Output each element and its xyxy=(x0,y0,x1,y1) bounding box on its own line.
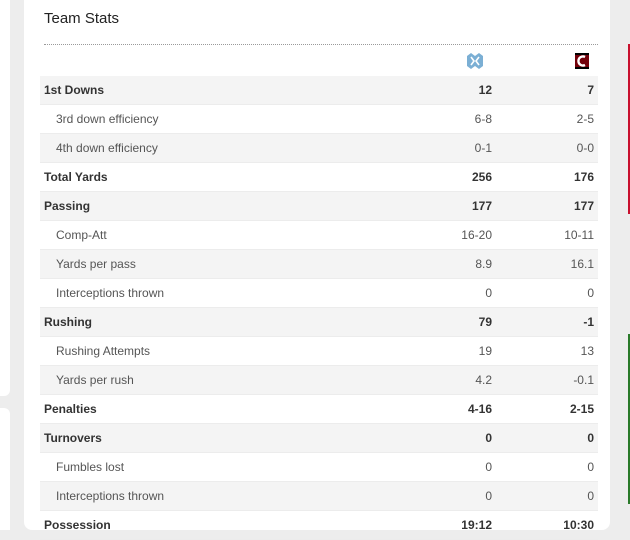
home-team-value: 79 xyxy=(478,315,492,329)
team-stats-panel: Team Stats 1st Downs 12 7 3rd down efficien… xyxy=(24,0,610,540)
unc-tar-heels-logo-icon xyxy=(465,52,485,70)
left-card-edge-bottom xyxy=(0,408,10,530)
stat-label: 4th down efficiency xyxy=(56,141,158,155)
stat-label: Fumbles lost xyxy=(56,460,125,474)
stat-label: Rushing xyxy=(44,315,92,329)
away-team-value: 7 xyxy=(587,83,594,97)
away-team-value: 0 xyxy=(587,460,594,474)
right-accent-green xyxy=(628,334,630,504)
home-team-value: 0 xyxy=(485,460,492,474)
stat-row: 1st Downs 12 7 xyxy=(40,76,598,105)
stat-row: Turnovers 0 0 xyxy=(40,424,598,453)
left-page-edge xyxy=(0,0,10,530)
away-team-value: 177 xyxy=(573,199,594,213)
home-team-value: 0 xyxy=(485,489,492,503)
home-team-value: 12 xyxy=(478,83,492,97)
stat-label: Possession xyxy=(44,518,111,532)
away-team-value: 0-0 xyxy=(576,141,594,155)
title-divider xyxy=(44,44,598,45)
away-team-value: 0 xyxy=(587,286,594,300)
stat-label: 1st Downs xyxy=(44,83,105,97)
stat-label: Yards per pass xyxy=(56,257,136,271)
home-team-value: 6-8 xyxy=(474,112,492,126)
home-team-value: 177 xyxy=(471,199,492,213)
stat-row: Penalties 4-16 2-15 xyxy=(40,395,598,424)
away-team-value: -0.1 xyxy=(573,373,594,387)
home-team-value: 256 xyxy=(471,170,492,184)
stat-label: Yards per rush xyxy=(56,373,134,387)
panel-title: Team Stats xyxy=(44,10,120,27)
stat-label: Interceptions thrown xyxy=(56,286,165,300)
stat-label: Turnovers xyxy=(44,431,102,445)
south-carolina-gamecocks-logo-icon xyxy=(572,52,592,70)
stat-row: 3rd down efficiency 6-8 2-5 xyxy=(40,105,598,134)
stat-label: Penalties xyxy=(44,402,97,416)
home-team-value: 19 xyxy=(478,344,492,358)
stat-row: Interceptions thrown 0 0 xyxy=(40,482,598,511)
home-team-value: 16-20 xyxy=(461,228,492,242)
team-header-row xyxy=(40,46,598,77)
stat-row: Passing 177 177 xyxy=(40,192,598,221)
right-page-edge xyxy=(610,0,630,530)
home-team-value: 0 xyxy=(485,431,492,445)
stat-label: Comp-Att xyxy=(56,228,107,242)
home-team-value: 19:12 xyxy=(461,518,492,532)
stat-row: Rushing 79 -1 xyxy=(40,308,598,337)
stat-row: Fumbles lost 0 0 xyxy=(40,453,598,482)
stat-row: Possession 19:12 10:30 xyxy=(40,511,598,540)
stat-label: Rushing Attempts xyxy=(56,344,151,358)
stat-label: Interceptions thrown xyxy=(56,489,165,503)
right-accent-red xyxy=(628,44,630,214)
home-team-value: 8.9 xyxy=(475,257,492,271)
stat-row: Yards per rush 4.2 -0.1 xyxy=(40,366,598,395)
stat-row: Comp-Att 16-20 10-11 xyxy=(40,221,598,250)
away-team-value: 13 xyxy=(580,344,594,358)
team-stats-table: 1st Downs 12 7 3rd down efficiency 6-8 2-5 4th… xyxy=(40,76,598,540)
away-team-value: 10:30 xyxy=(563,518,594,532)
home-team-value: 0 xyxy=(485,286,492,300)
stat-row: Rushing Attempts 19 13 xyxy=(40,337,598,366)
stat-label: Passing xyxy=(44,199,91,213)
left-card-edge-top xyxy=(0,0,10,396)
stat-row: Interceptions thrown 0 0 xyxy=(40,279,598,308)
stat-row: Yards per pass 8.9 16.1 xyxy=(40,250,598,279)
away-team-value: 0 xyxy=(587,431,594,445)
away-team-value: 16.1 xyxy=(570,257,594,271)
stat-row: Total Yards 256 176 xyxy=(40,163,598,192)
away-team-value: 176 xyxy=(573,170,594,184)
home-team-value: 4-16 xyxy=(467,402,492,416)
stat-label: Total Yards xyxy=(44,170,108,184)
stat-label: 3rd down efficiency xyxy=(56,112,159,126)
home-team-value: 0-1 xyxy=(474,141,492,155)
away-team-value: 0 xyxy=(587,489,594,503)
away-team-value: 2-5 xyxy=(576,112,594,126)
home-team-value: 4.2 xyxy=(475,373,492,387)
stat-row: 4th down efficiency 0-1 0-0 xyxy=(40,134,598,163)
away-team-value: -1 xyxy=(583,315,594,329)
away-team-value: 2-15 xyxy=(569,402,594,416)
away-team-value: 10-11 xyxy=(564,228,594,242)
